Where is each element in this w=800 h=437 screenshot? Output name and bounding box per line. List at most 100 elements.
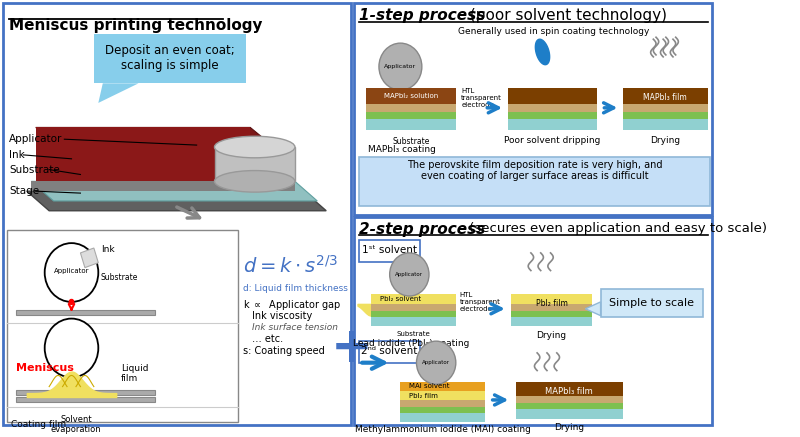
Text: (poor solvent technology): (poor solvent technology) — [465, 8, 666, 23]
Circle shape — [379, 43, 422, 90]
Polygon shape — [36, 128, 268, 142]
Text: Substrate: Substrate — [397, 331, 430, 337]
Text: Ink: Ink — [9, 150, 25, 160]
Text: d: Liquid film thickness: d: Liquid film thickness — [243, 284, 348, 293]
Text: PbI₂ solvent: PbI₂ solvent — [380, 296, 421, 302]
Text: 1-step process: 1-step process — [359, 8, 486, 23]
Bar — [371, 311, 456, 317]
Text: Drying: Drying — [536, 331, 566, 340]
Text: Lead iodide (PbI₂) coating: Lead iodide (PbI₂) coating — [353, 339, 470, 348]
Text: +: + — [330, 324, 372, 372]
Bar — [371, 317, 456, 326]
Bar — [401, 407, 486, 413]
Polygon shape — [586, 302, 601, 316]
Bar — [16, 390, 154, 395]
Text: 2ⁿᵈ solvent: 2ⁿᵈ solvent — [362, 346, 418, 356]
Text: Drying: Drying — [554, 423, 584, 433]
Text: Ink viscosity: Ink viscosity — [252, 311, 312, 321]
Text: Meniscus printing technology: Meniscus printing technology — [9, 17, 262, 33]
Bar — [214, 147, 295, 181]
Text: The perovskite film deposition rate is very high, and
even coating of larger sur: The perovskite film deposition rate is v… — [406, 160, 662, 181]
Text: Applicator: Applicator — [9, 134, 62, 144]
Bar — [401, 413, 486, 423]
Text: Stage: Stage — [9, 186, 39, 196]
Text: MAPbI₂ solution: MAPbI₂ solution — [384, 93, 438, 99]
Text: MAPbI₃ coating: MAPbI₃ coating — [368, 145, 436, 154]
Bar — [366, 88, 456, 104]
Circle shape — [70, 299, 74, 305]
Bar — [623, 112, 708, 118]
Text: Substrate: Substrate — [9, 165, 60, 175]
Text: k $\propto$  Applicator gap: k $\propto$ Applicator gap — [243, 298, 342, 312]
Text: MAI solvent: MAI solvent — [410, 383, 450, 389]
Text: Coating film: Coating film — [10, 420, 66, 429]
Bar — [511, 317, 592, 326]
Bar — [359, 157, 710, 206]
Text: 2-step process: 2-step process — [359, 222, 486, 236]
Text: (secures even application and easy to scale): (secures even application and easy to sc… — [465, 222, 766, 235]
Ellipse shape — [214, 136, 295, 158]
Circle shape — [45, 319, 98, 378]
Polygon shape — [98, 83, 138, 103]
Bar — [354, 3, 712, 215]
Text: Substrate: Substrate — [101, 273, 138, 282]
Text: MAPbI₃ film: MAPbI₃ film — [643, 93, 687, 102]
Text: Applicator: Applicator — [395, 272, 423, 277]
Bar — [371, 304, 456, 311]
Text: PbI₂ film: PbI₂ film — [535, 299, 567, 308]
Text: HTL
transparent
electrode: HTL transparent electrode — [459, 292, 500, 312]
Text: Applicator: Applicator — [422, 360, 450, 365]
Text: HTL
transparent
electrode: HTL transparent electrode — [461, 88, 502, 108]
Bar — [508, 104, 597, 112]
Bar — [508, 112, 597, 118]
Text: Liquid
film: Liquid film — [121, 364, 148, 383]
Bar — [516, 409, 623, 419]
Text: Drying: Drying — [650, 136, 680, 145]
Polygon shape — [31, 181, 318, 201]
Text: s: Coating speed: s: Coating speed — [243, 346, 325, 356]
Text: Generally used in spin coating technology: Generally used in spin coating technolog… — [458, 28, 650, 36]
Text: 1ˢᵗ solvent: 1ˢᵗ solvent — [362, 245, 417, 255]
Polygon shape — [535, 39, 550, 65]
Text: Applicator: Applicator — [54, 267, 90, 274]
Bar — [623, 88, 708, 104]
Text: Substrate: Substrate — [393, 137, 430, 146]
Polygon shape — [27, 191, 326, 211]
Bar — [508, 88, 597, 104]
Bar — [508, 118, 597, 130]
Bar — [359, 341, 420, 363]
Bar — [511, 311, 592, 317]
Text: Meniscus: Meniscus — [16, 363, 74, 373]
Text: Solvent
evaporation: Solvent evaporation — [50, 415, 102, 434]
Bar — [516, 403, 623, 409]
Bar — [623, 118, 708, 130]
Bar — [2, 3, 351, 426]
Bar — [516, 382, 623, 396]
Bar — [401, 382, 486, 391]
Bar — [94, 35, 246, 83]
Bar — [511, 294, 592, 304]
Text: Simple to scale: Simple to scale — [609, 298, 694, 308]
Bar — [511, 304, 592, 311]
Text: Ink: Ink — [101, 246, 114, 254]
Circle shape — [45, 243, 98, 302]
Bar — [16, 310, 154, 315]
Bar — [366, 112, 456, 118]
Bar — [401, 400, 486, 407]
Text: Methylammonium iodide (MAI) coating: Methylammonium iodide (MAI) coating — [355, 426, 530, 434]
Text: Poor solvent dripping: Poor solvent dripping — [504, 136, 601, 145]
Bar — [623, 104, 708, 112]
Text: PbI₂ film: PbI₂ film — [410, 393, 438, 399]
Bar — [366, 104, 456, 112]
Circle shape — [417, 341, 456, 384]
Bar — [354, 217, 712, 426]
Bar — [366, 118, 456, 130]
Bar — [601, 289, 703, 317]
Ellipse shape — [214, 170, 295, 192]
Text: $d = k \cdot s^{2/3}$: $d = k \cdot s^{2/3}$ — [243, 255, 338, 277]
Text: Ink surface tension: Ink surface tension — [252, 323, 338, 332]
Circle shape — [390, 253, 429, 296]
Bar — [7, 230, 238, 422]
Bar — [516, 396, 623, 403]
Text: … etc.: … etc. — [252, 334, 283, 344]
